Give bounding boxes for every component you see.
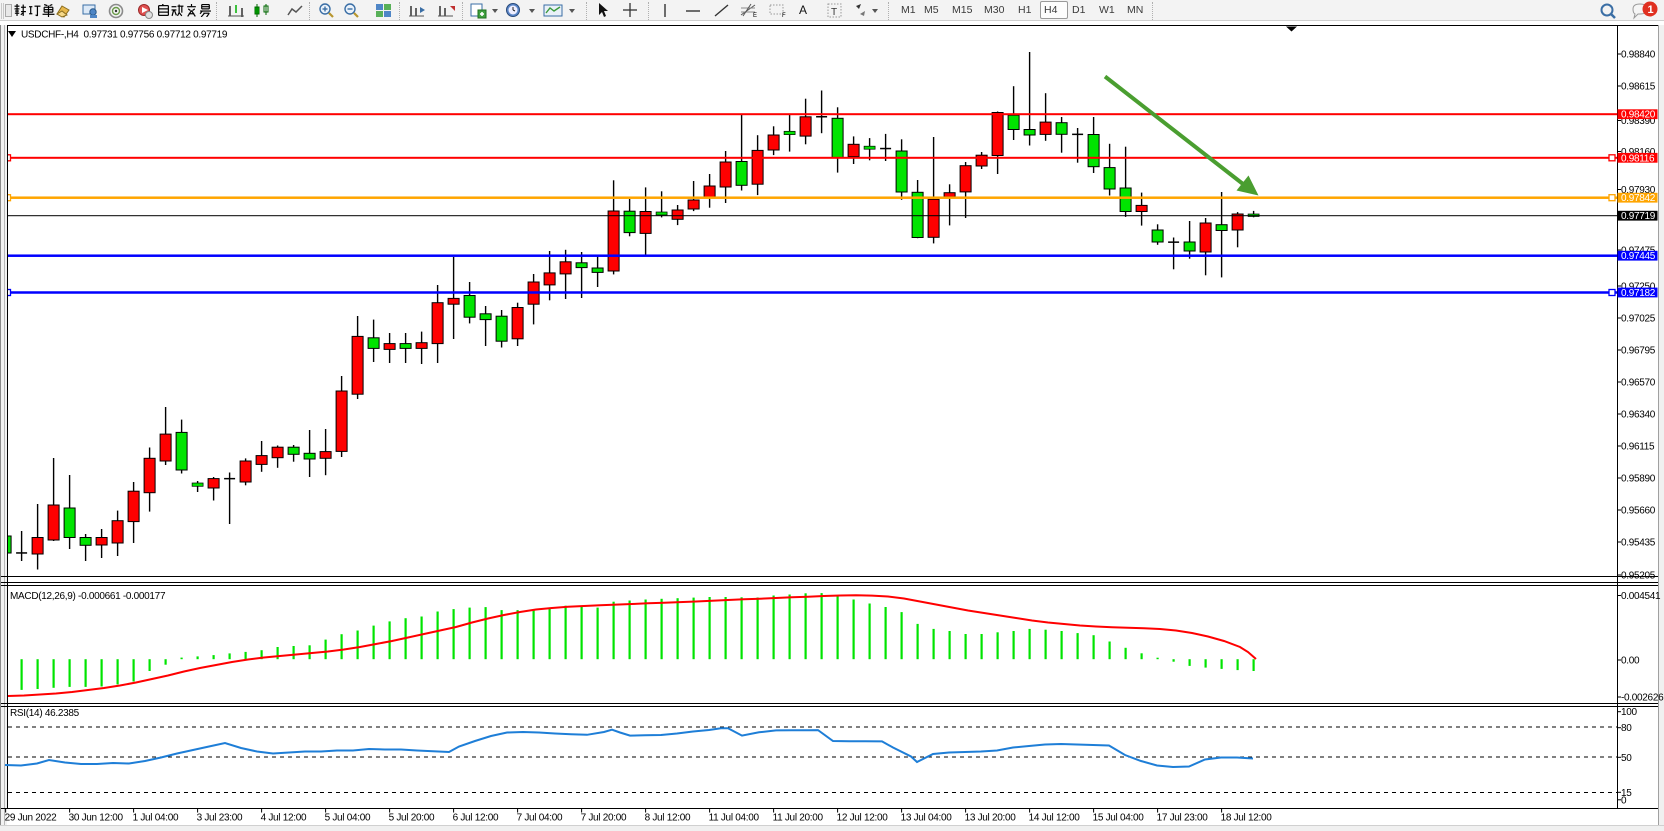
svg-text:MACD(12,26,9) -0.000661 -0.000: MACD(12,26,9) -0.000661 -0.000177 — [10, 591, 166, 602]
svg-text:0.96570: 0.96570 — [1621, 378, 1656, 389]
svg-text:0.98160: 0.98160 — [1621, 147, 1656, 158]
svg-text:5 Jul 20:00: 5 Jul 20:00 — [389, 813, 435, 824]
svg-text:RSI(14) 46.2385: RSI(14) 46.2385 — [10, 708, 80, 719]
svg-text:50: 50 — [1621, 753, 1632, 764]
svg-text:5 Jul 04:00: 5 Jul 04:00 — [325, 813, 371, 824]
svg-text:0.98615: 0.98615 — [1621, 82, 1656, 93]
svg-text:0.97025: 0.97025 — [1621, 314, 1656, 325]
svg-text:0.97445: 0.97445 — [1621, 251, 1656, 262]
svg-text:11 Jul 04:00: 11 Jul 04:00 — [709, 813, 760, 824]
svg-text:0.96340: 0.96340 — [1621, 410, 1656, 421]
svg-text:1 Jul 04:00: 1 Jul 04:00 — [133, 813, 179, 824]
svg-text:15 Jul 04:00: 15 Jul 04:00 — [1093, 813, 1145, 824]
svg-text:4 Jul 12:00: 4 Jul 12:00 — [261, 813, 307, 824]
svg-text:30 Jun 12:00: 30 Jun 12:00 — [69, 813, 124, 824]
svg-text:100: 100 — [1621, 707, 1638, 718]
svg-text:0.97250: 0.97250 — [1621, 282, 1656, 293]
svg-text:13 Jul 04:00: 13 Jul 04:00 — [901, 813, 953, 824]
svg-text:17 Jul 23:00: 17 Jul 23:00 — [1157, 813, 1209, 824]
svg-text:12 Jul 12:00: 12 Jul 12:00 — [837, 813, 889, 824]
svg-text:0.98390: 0.98390 — [1621, 116, 1656, 127]
svg-text:3 Jul 23:00: 3 Jul 23:00 — [197, 813, 243, 824]
svg-text:80: 80 — [1621, 723, 1632, 734]
svg-text:11 Jul 20:00: 11 Jul 20:00 — [773, 813, 824, 824]
svg-text:F: F — [782, 13, 786, 19]
svg-text:29 Jun 2022: 29 Jun 2022 — [5, 813, 57, 824]
svg-text:1: 1 — [1648, 4, 1654, 16]
svg-text:0.96115: 0.96115 — [1621, 442, 1655, 453]
svg-text:0: 0 — [1621, 795, 1627, 806]
svg-text:0.97842: 0.97842 — [1621, 193, 1656, 204]
svg-text:0.95660: 0.95660 — [1621, 506, 1656, 517]
svg-text:0.95890: 0.95890 — [1621, 474, 1656, 485]
svg-text:0.004541: 0.004541 — [1621, 591, 1661, 602]
svg-text:-0.002626: -0.002626 — [1621, 693, 1664, 704]
svg-text:14 Jul 12:00: 14 Jul 12:00 — [1029, 813, 1081, 824]
svg-text:0.96795: 0.96795 — [1621, 346, 1656, 357]
svg-text:15: 15 — [1621, 788, 1632, 799]
svg-text:0.97719: 0.97719 — [1621, 211, 1656, 222]
svg-text:0.98116: 0.98116 — [1621, 153, 1655, 164]
svg-text:7 Jul 04:00: 7 Jul 04:00 — [517, 813, 563, 824]
svg-text:0.98840: 0.98840 — [1621, 50, 1656, 61]
svg-text:8 Jul 12:00: 8 Jul 12:00 — [645, 813, 691, 824]
svg-text:USDCHF-,H4 0.97731 0.97756 0.: USDCHF-,H4 0.97731 0.97756 0.97712 0.977… — [21, 30, 228, 41]
svg-text:6 Jul 12:00: 6 Jul 12:00 — [453, 813, 499, 824]
svg-text:18 Jul 12:00: 18 Jul 12:00 — [1221, 813, 1273, 824]
svg-text:0.97182: 0.97182 — [1621, 288, 1656, 299]
svg-text:0.00: 0.00 — [1621, 656, 1640, 667]
svg-text:T: T — [831, 7, 837, 18]
svg-text:13 Jul 20:00: 13 Jul 20:00 — [965, 813, 1017, 824]
svg-text:E: E — [753, 13, 757, 19]
svg-text:7 Jul 20:00: 7 Jul 20:00 — [581, 813, 627, 824]
svg-text:0.98420: 0.98420 — [1621, 110, 1656, 121]
svg-text:0.95435: 0.95435 — [1621, 538, 1656, 549]
svg-text:0.97930: 0.97930 — [1621, 185, 1656, 196]
svg-text:0.95205: 0.95205 — [1621, 571, 1656, 582]
